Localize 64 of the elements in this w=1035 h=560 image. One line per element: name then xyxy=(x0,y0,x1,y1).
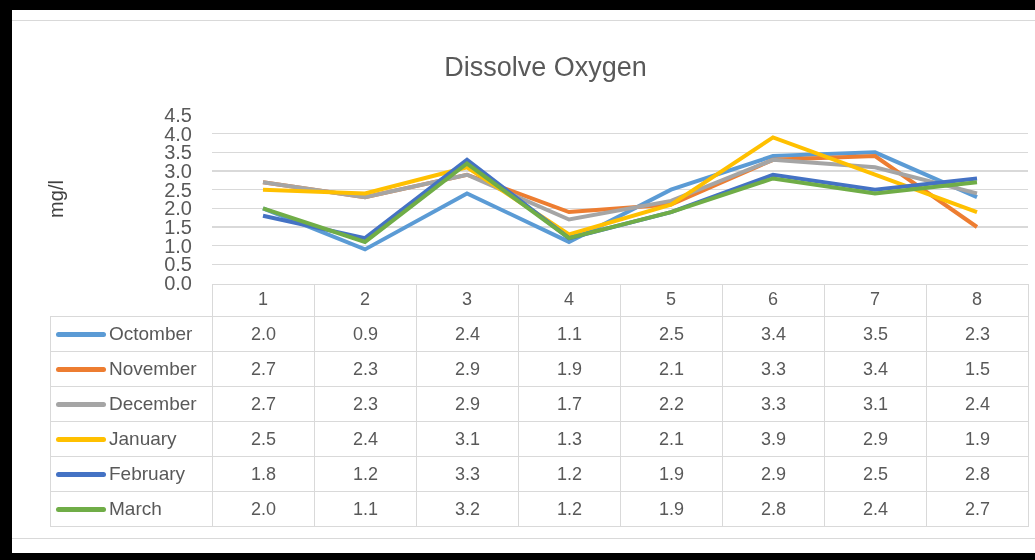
legend-label: March xyxy=(109,498,162,519)
data-label: 3.3 xyxy=(722,386,825,422)
legend-label: January xyxy=(109,428,177,449)
data-label: 3.2 xyxy=(416,491,519,527)
data-label: 2.9 xyxy=(416,351,519,387)
x-tick-label: 2 xyxy=(359,289,371,309)
data-label: 3.3 xyxy=(722,351,825,387)
data-label: 2.0 xyxy=(212,491,315,527)
data-label: 2.8 xyxy=(722,491,825,527)
data-label: 3.1 xyxy=(824,386,927,422)
data-label: 2.4 xyxy=(314,421,417,457)
data-label: 2.7 xyxy=(212,351,315,387)
x-tick-label: 5 xyxy=(665,289,677,309)
data-label: 2.1 xyxy=(620,351,723,387)
x-tick-label: 6 xyxy=(767,289,779,309)
data-label: 2.0 xyxy=(212,316,315,352)
data-label: 2.2 xyxy=(620,386,723,422)
x-tick-label: 3 xyxy=(461,289,473,309)
data-label: 1.7 xyxy=(518,386,621,422)
x-tick-label: 4 xyxy=(563,289,575,309)
legend-label: November xyxy=(109,358,197,379)
data-label: 2.3 xyxy=(314,386,417,422)
data-label: 2.9 xyxy=(824,421,927,457)
legend-label: Octomber xyxy=(109,323,193,344)
data-label: 2.4 xyxy=(416,316,519,352)
data-label: 3.9 xyxy=(722,421,825,457)
legend-label: February xyxy=(109,463,186,484)
data-label: 1.1 xyxy=(314,491,417,527)
data-label: 2.5 xyxy=(212,421,315,457)
x-tick-label: 7 xyxy=(869,289,881,309)
data-label: 2.7 xyxy=(926,491,1029,527)
data-label: 2.3 xyxy=(314,351,417,387)
data-label: 2.7 xyxy=(212,386,315,422)
data-label: 3.1 xyxy=(416,421,519,457)
data-label: 2.9 xyxy=(722,456,825,492)
data-label: 2.8 xyxy=(926,456,1029,492)
data-label: 2.4 xyxy=(926,386,1029,422)
data-label: 0.9 xyxy=(314,316,417,352)
data-label: 2.5 xyxy=(620,316,723,352)
data-label: 1.5 xyxy=(926,351,1029,387)
x-tick-label: 1 xyxy=(257,289,269,309)
data-label: 1.9 xyxy=(620,456,723,492)
data-label: 1.8 xyxy=(212,456,315,492)
data-label: 3.4 xyxy=(824,351,927,387)
data-label: 2.1 xyxy=(620,421,723,457)
data-label: 1.9 xyxy=(518,351,621,387)
data-label: 3.4 xyxy=(722,316,825,352)
data-label: 2.9 xyxy=(416,386,519,422)
y-axis-title: mg/l xyxy=(44,180,67,218)
data-label: 1.2 xyxy=(518,456,621,492)
data-label: 2.4 xyxy=(824,491,927,527)
chart-title: Dissolve Oxygen xyxy=(444,52,647,83)
x-tick-label: 8 xyxy=(971,289,983,309)
data-label: 3.3 xyxy=(416,456,519,492)
data-label: 2.5 xyxy=(824,456,927,492)
data-label: 1.3 xyxy=(518,421,621,457)
data-label: 3.5 xyxy=(824,316,927,352)
data-label: 1.9 xyxy=(926,421,1029,457)
data-label: 2.3 xyxy=(926,316,1029,352)
data-label: 1.2 xyxy=(518,491,621,527)
data-label: 1.1 xyxy=(518,316,621,352)
legend-label: December xyxy=(109,393,197,414)
data-label: 1.9 xyxy=(620,491,723,527)
data-label: 1.2 xyxy=(314,456,417,492)
